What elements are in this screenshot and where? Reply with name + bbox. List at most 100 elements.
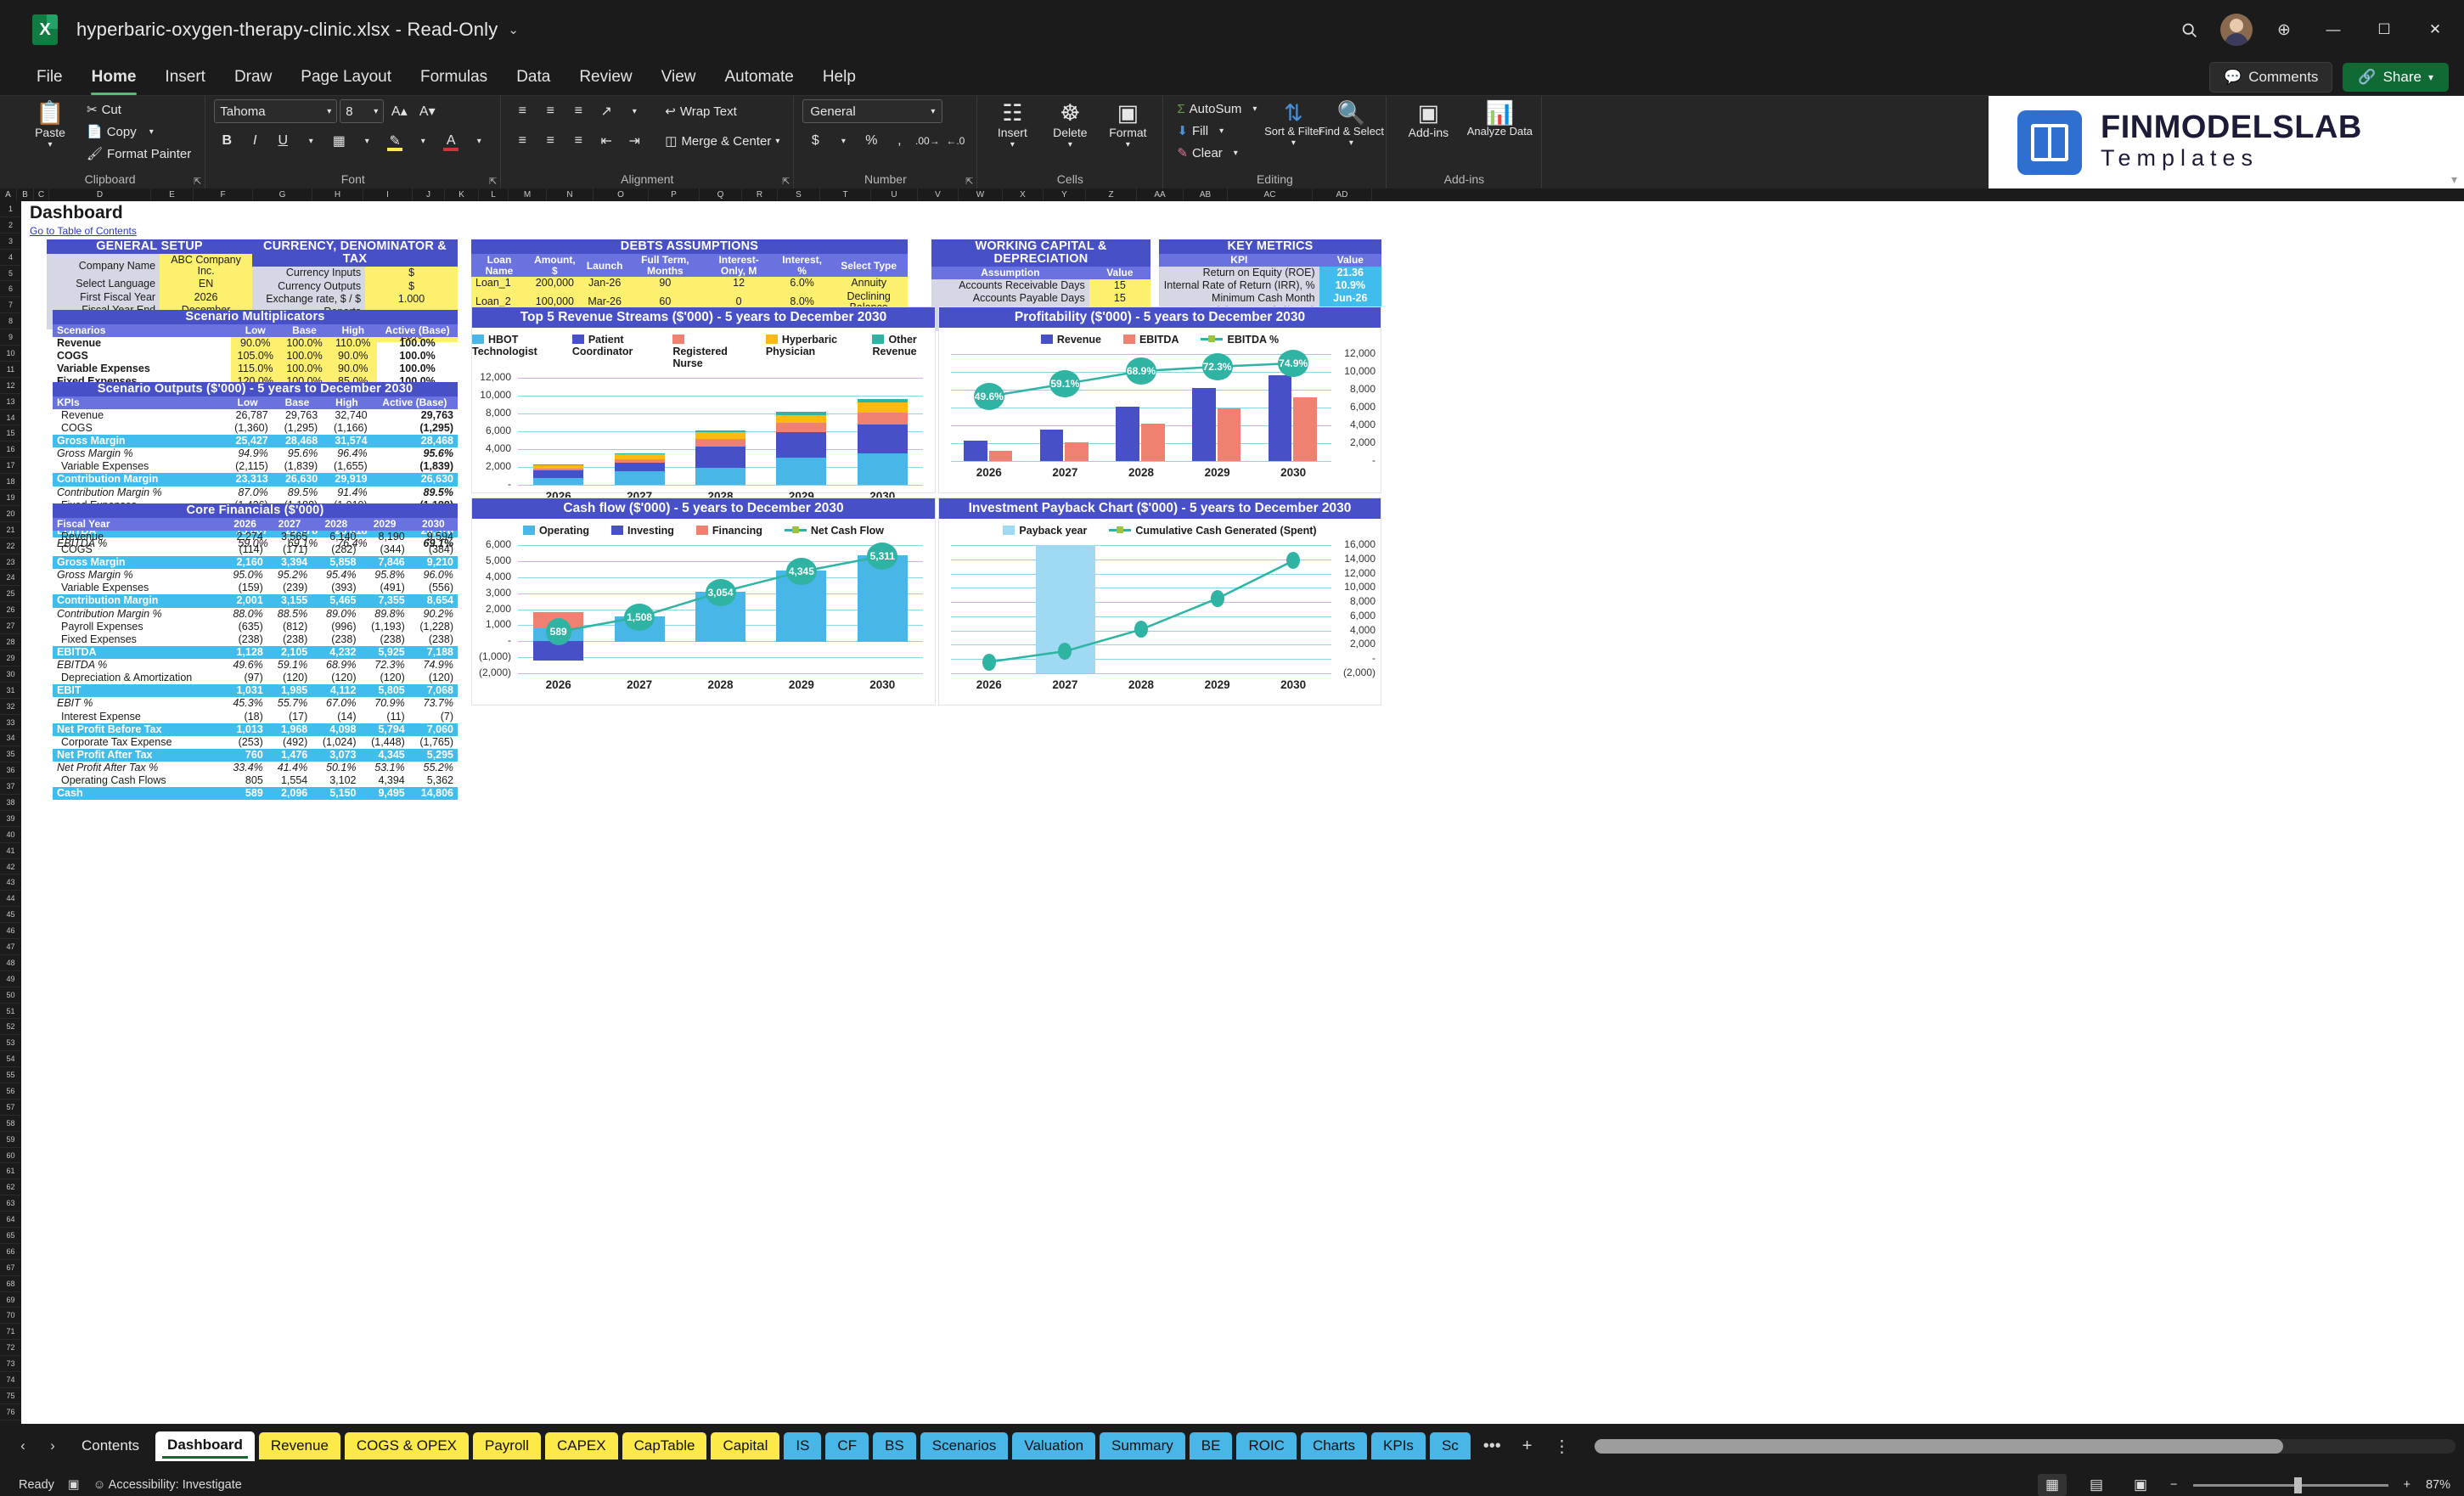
row-header-73[interactable]: 73 bbox=[0, 1356, 21, 1373]
cell[interactable]: 12 bbox=[703, 277, 774, 290]
decrease-decimal-button[interactable]: ←.0 bbox=[946, 135, 965, 147]
share-button[interactable]: 🔗 Share ▾ bbox=[2343, 63, 2449, 92]
column-header-F[interactable]: F bbox=[194, 188, 253, 201]
column-header-D[interactable]: D bbox=[49, 188, 151, 201]
row-header-34[interactable]: 34 bbox=[0, 730, 21, 747]
row-header-38[interactable]: 38 bbox=[0, 795, 21, 811]
row-header-58[interactable]: 58 bbox=[0, 1116, 21, 1132]
minimize-button[interactable]: — bbox=[2326, 21, 2341, 37]
row-header-40[interactable]: 40 bbox=[0, 827, 21, 843]
menu-tab-data[interactable]: Data bbox=[516, 68, 551, 86]
column-header-X[interactable]: X bbox=[1003, 188, 1044, 201]
orientation-chevron-down-icon[interactable]: ▾ bbox=[632, 106, 637, 116]
row-value[interactable]: 15 bbox=[1089, 279, 1150, 293]
tab-next-button[interactable]: › bbox=[50, 1437, 55, 1454]
accessibility-status[interactable]: ☺ Accessibility: Investigate bbox=[93, 1478, 242, 1492]
row-header-39[interactable]: 39 bbox=[0, 811, 21, 827]
format-cells-button[interactable]: ▣ Format ▾ bbox=[1101, 99, 1154, 152]
zoom-in-button[interactable]: + bbox=[2403, 1478, 2411, 1492]
add-sheet-button[interactable]: + bbox=[1522, 1436, 1533, 1455]
row-header-30[interactable]: 30 bbox=[0, 666, 21, 683]
cell[interactable]: Jan-26 bbox=[582, 277, 627, 290]
sheet-tab-is[interactable]: IS bbox=[784, 1432, 822, 1459]
sheet-tab-sc[interactable]: Sc bbox=[1429, 1432, 1471, 1459]
tab-prev-button[interactable]: ‹ bbox=[20, 1437, 25, 1454]
row-header-12[interactable]: 12 bbox=[0, 378, 21, 394]
row-header-50[interactable]: 50 bbox=[0, 987, 21, 1004]
sheet-tab-captable[interactable]: CapTable bbox=[622, 1432, 707, 1459]
menu-tab-draw[interactable]: Draw bbox=[233, 68, 273, 86]
column-header-U[interactable]: U bbox=[871, 188, 918, 201]
font-color-button[interactable]: A bbox=[438, 129, 464, 153]
menu-tab-help[interactable]: Help bbox=[822, 68, 856, 86]
row-header-28[interactable]: 28 bbox=[0, 634, 21, 650]
wrap-text-button[interactable]: ↩ Wrap Text bbox=[660, 101, 742, 121]
row-header-76[interactable]: 76 bbox=[0, 1404, 21, 1420]
row-value[interactable]: $ bbox=[365, 267, 458, 280]
row-value[interactable]: 10.9% bbox=[1319, 278, 1381, 293]
column-header-O[interactable]: O bbox=[593, 188, 649, 201]
column-header-Z[interactable]: Z bbox=[1086, 188, 1137, 201]
row-header-51[interactable]: 51 bbox=[0, 1004, 21, 1020]
row-header-2[interactable]: 2 bbox=[0, 217, 21, 233]
increase-decimal-button[interactable]: .00→ bbox=[915, 135, 940, 147]
column-header-B[interactable]: B bbox=[17, 188, 34, 201]
align-center-button[interactable]: ≡ bbox=[546, 133, 554, 148]
row-value[interactable]: 90.0% bbox=[230, 336, 280, 350]
column-header-K[interactable]: K bbox=[445, 188, 479, 201]
column-header-I[interactable]: I bbox=[363, 188, 413, 201]
row-header-43[interactable]: 43 bbox=[0, 875, 21, 891]
clear-button[interactable]: ✎ Clear ▾ bbox=[1172, 143, 1262, 163]
row-header-69[interactable]: 69 bbox=[0, 1292, 21, 1308]
recording-icon[interactable]: ▣ bbox=[67, 1478, 80, 1492]
row-header-66[interactable]: 66 bbox=[0, 1244, 21, 1260]
borders-chevron-down-icon[interactable]: ▾ bbox=[364, 136, 369, 146]
font-size-select[interactable]: 8 ▾ bbox=[340, 99, 385, 123]
align-middle-button[interactable]: ≡ bbox=[546, 104, 554, 118]
fill-color-button[interactable]: ✎ bbox=[382, 129, 408, 153]
column-header-S[interactable]: S bbox=[778, 188, 820, 201]
row-header-63[interactable]: 63 bbox=[0, 1195, 21, 1212]
column-header-N[interactable]: N bbox=[547, 188, 593, 201]
column-header-R[interactable]: R bbox=[742, 188, 778, 201]
row-header-20[interactable]: 20 bbox=[0, 506, 21, 522]
chart-revenue-streams[interactable]: Top 5 Revenue Streams ($'000) - 5 years … bbox=[471, 307, 936, 503]
row-header-64[interactable]: 64 bbox=[0, 1212, 21, 1228]
fill-color-chevron-down-icon[interactable]: ▾ bbox=[420, 136, 425, 146]
cell[interactable]: 6.0% bbox=[774, 277, 830, 290]
row-header-16[interactable]: 16 bbox=[0, 441, 21, 458]
row-header-6[interactable]: 6 bbox=[0, 281, 21, 298]
menu-tab-file[interactable]: File bbox=[37, 68, 63, 86]
row-header-77[interactable]: 77 bbox=[0, 1420, 21, 1425]
row-header-62[interactable]: 62 bbox=[0, 1179, 21, 1196]
bold-button[interactable]: B bbox=[222, 133, 233, 148]
row-header-49[interactable]: 49 bbox=[0, 971, 21, 987]
row-header-48[interactable]: 48 bbox=[0, 955, 21, 971]
column-header-P[interactable]: P bbox=[649, 188, 700, 201]
zoom-slider[interactable] bbox=[2192, 1476, 2388, 1493]
column-header-L[interactable]: L bbox=[479, 188, 509, 201]
title-chevron-down-icon[interactable]: ⌄ bbox=[508, 23, 519, 37]
autosum-button[interactable]: Σ AutoSum ▾ bbox=[1172, 99, 1262, 119]
row-header-15[interactable]: 15 bbox=[0, 425, 21, 442]
row-header-25[interactable]: 25 bbox=[0, 586, 21, 603]
tab-overflow-button[interactable]: ••• bbox=[1482, 1436, 1501, 1455]
column-header-Q[interactable]: Q bbox=[700, 188, 742, 201]
format-painter-button[interactable]: 🖌 Format Painter bbox=[82, 143, 196, 164]
percent-format-button[interactable]: % bbox=[865, 133, 878, 148]
menu-tab-formulas[interactable]: Formulas bbox=[420, 68, 488, 86]
row-header-23[interactable]: 23 bbox=[0, 554, 21, 571]
row-header-14[interactable]: 14 bbox=[0, 410, 21, 426]
row-header-13[interactable]: 13 bbox=[0, 394, 21, 410]
column-header-AB[interactable]: AB bbox=[1184, 188, 1228, 201]
toc-link[interactable]: Go to Table of Contents bbox=[30, 223, 137, 239]
row-header-21[interactable]: 21 bbox=[0, 522, 21, 538]
merge-center-button[interactable]: ◫ Merge & Center ▾ bbox=[660, 131, 785, 151]
sheet-tab-payroll[interactable]: Payroll bbox=[473, 1432, 541, 1459]
italic-button[interactable]: I bbox=[253, 133, 257, 148]
increase-font-size-button[interactable]: A▴ bbox=[391, 104, 408, 119]
row-header-7[interactable]: 7 bbox=[0, 297, 21, 314]
row-value[interactable]: 100.0% bbox=[279, 349, 329, 363]
column-header-H[interactable]: H bbox=[312, 188, 363, 201]
sheet-tab-be[interactable]: BE bbox=[1189, 1432, 1233, 1459]
